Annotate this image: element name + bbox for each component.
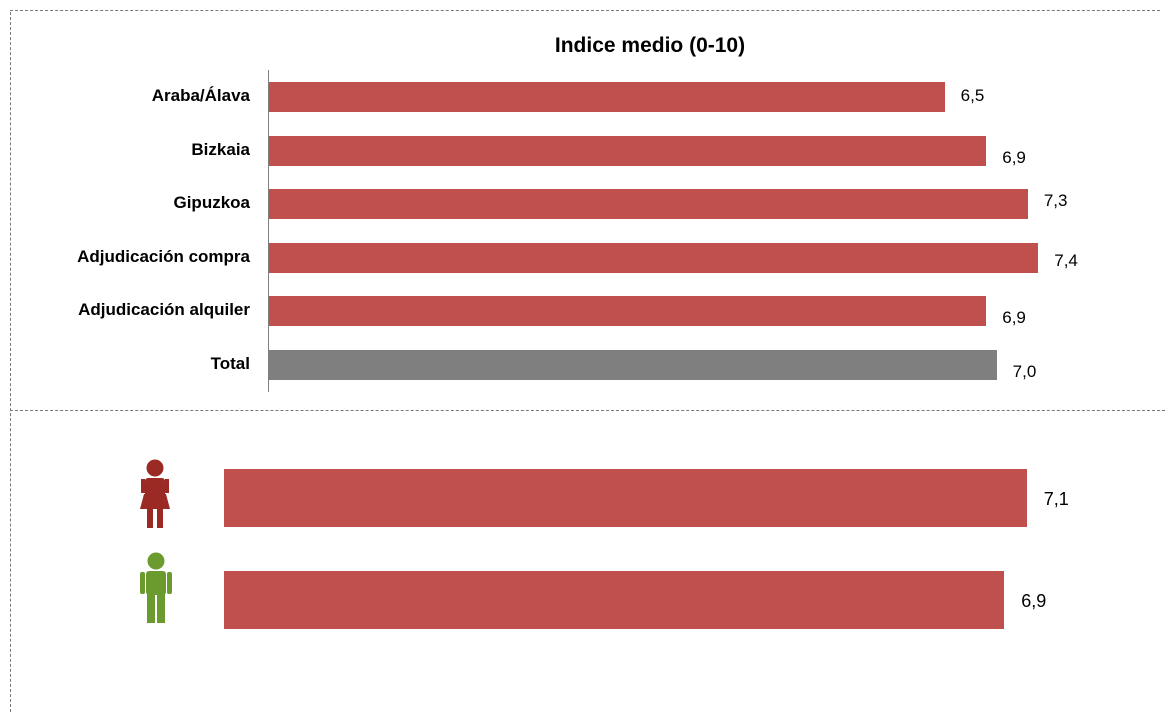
bar [269,135,987,166]
left-divider [10,12,11,712]
bar [269,296,987,326]
category-label: Bizkaia [191,139,250,159]
bar [269,82,945,112]
category-label: Adjudicación alquiler [78,300,250,319]
bar [269,189,1028,219]
top-divider [10,10,1160,11]
bar [269,349,997,380]
bar [269,242,1039,273]
male-icon [140,552,172,623]
chart-title: Indice medio (0-10) [554,34,746,57]
female-icon [140,459,170,528]
value-label: 6,9 [1021,591,1047,611]
value-label: 7,4 [1054,250,1078,270]
y-axis-line [268,70,269,392]
value-label: 7,0 [1012,361,1037,381]
value-label: 6,9 [1002,308,1026,327]
middle-divider [10,410,1165,411]
category-label: Adjudicación compra [77,246,250,266]
category-label: Gipuzkoa [173,193,250,212]
value-label: 6,9 [1002,147,1026,167]
bar [224,571,1005,629]
value-label: 7,1 [1043,489,1069,509]
category-label: Total [210,353,250,373]
bar [224,469,1027,527]
value-label: 6,5 [960,86,985,105]
value-label: 7,3 [1043,191,1068,210]
category-label: Araba/Álava [151,86,250,105]
